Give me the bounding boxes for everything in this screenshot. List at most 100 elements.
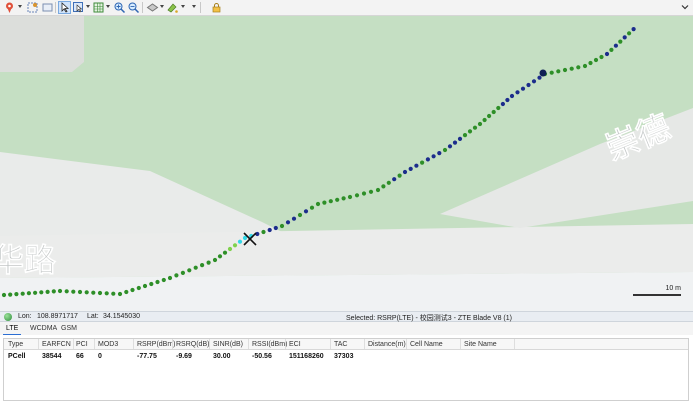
track-point[interactable] [408, 166, 413, 171]
track-point[interactable] [537, 75, 542, 80]
track-point[interactable] [397, 173, 402, 178]
track-point[interactable] [520, 86, 526, 91]
paint-dropdown-icon[interactable] [181, 5, 185, 8]
table-grid-icon[interactable] [92, 1, 105, 14]
track-point[interactable] [291, 216, 297, 221]
track-point[interactable] [142, 283, 148, 289]
track-point[interactable] [180, 270, 185, 275]
track-point[interactable] [136, 285, 141, 291]
column-header[interactable]: Type [8, 341, 24, 348]
track-point[interactable] [582, 63, 588, 69]
track-point[interactable] [386, 180, 391, 185]
track-point[interactable] [588, 60, 593, 66]
track-point[interactable] [556, 69, 561, 74]
track-point[interactable] [482, 117, 487, 123]
track-point[interactable] [627, 31, 632, 36]
track-point[interactable] [232, 243, 238, 248]
track-point[interactable] [64, 289, 69, 294]
track-point[interactable] [549, 70, 554, 75]
track-point[interactable] [77, 289, 83, 295]
track-point[interactable] [322, 200, 327, 205]
pointer-icon[interactable] [58, 1, 71, 14]
tab-lte[interactable]: LTE [6, 325, 19, 332]
column-header[interactable]: Cell Name [410, 341, 443, 348]
track-point[interactable] [509, 93, 515, 99]
selected-point-marker[interactable] [243, 232, 257, 246]
track-point[interactable] [599, 54, 604, 60]
zoom-out-icon[interactable] [127, 1, 140, 14]
track-point[interactable] [315, 201, 321, 207]
track-point[interactable] [285, 220, 291, 225]
track-point[interactable] [631, 27, 636, 32]
track-point[interactable] [39, 290, 44, 295]
track-point[interactable] [111, 291, 116, 296]
track-point[interactable] [437, 151, 442, 156]
track-point[interactable] [117, 291, 123, 297]
track-point[interactable] [174, 273, 179, 278]
track-point[interactable] [212, 257, 218, 263]
track-point[interactable] [335, 197, 340, 202]
track-point[interactable] [57, 288, 63, 294]
track-point[interactable] [477, 121, 483, 127]
track-point[interactable] [155, 279, 160, 285]
track-point[interactable] [255, 231, 260, 237]
track-point[interactable] [222, 250, 228, 255]
track-point[interactable] [618, 39, 623, 44]
track-point[interactable] [187, 268, 192, 273]
pin-tool-dropdown-icon[interactable] [18, 5, 22, 8]
track-point[interactable] [193, 265, 198, 270]
track-point[interactable] [487, 113, 492, 119]
tab-gsm[interactable]: GSM [61, 325, 77, 332]
track-point[interactable] [425, 157, 430, 162]
track-point[interactable] [442, 147, 448, 153]
track-point[interactable] [496, 105, 501, 111]
track-point[interactable] [45, 289, 50, 294]
track-point[interactable] [33, 290, 38, 295]
track-point[interactable] [515, 90, 520, 95]
track-point[interactable] [26, 291, 31, 296]
track-point[interactable] [227, 246, 233, 252]
column-header[interactable]: PCI [76, 341, 88, 348]
frame-select-icon[interactable] [26, 1, 39, 14]
track-point[interactable] [354, 193, 360, 198]
track-point[interactable] [392, 177, 397, 182]
column-header[interactable]: TAC [334, 341, 348, 348]
tab-wcdma[interactable]: WCDMA [30, 325, 58, 332]
column-header[interactable]: Site Name [464, 341, 497, 348]
track-point[interactable] [368, 189, 374, 194]
track-point[interactable] [472, 125, 478, 130]
track-marker-point[interactable] [539, 69, 547, 77]
track-point[interactable] [375, 187, 381, 193]
track-point[interactable] [161, 277, 166, 283]
track-point[interactable] [420, 160, 425, 165]
track-point[interactable] [104, 291, 109, 296]
track-point[interactable] [491, 109, 496, 115]
track-point[interactable] [457, 136, 463, 141]
track-point[interactable] [361, 191, 367, 196]
track-point[interactable] [328, 199, 333, 204]
map-canvas[interactable]: 崇德 华路 [0, 16, 693, 311]
track-point[interactable] [462, 133, 468, 138]
track-point[interactable] [130, 287, 135, 293]
track-point[interactable] [347, 194, 353, 200]
track-point[interactable] [613, 43, 619, 48]
track-point[interactable] [500, 101, 505, 107]
track-point[interactable] [505, 97, 510, 103]
track-point[interactable] [200, 263, 205, 268]
track-point[interactable] [8, 292, 13, 297]
frame-icon[interactable] [41, 1, 54, 14]
track-point[interactable] [447, 144, 453, 149]
column-header[interactable]: MOD3 [98, 341, 119, 348]
track-point[interactable] [467, 129, 473, 134]
track-point[interactable] [237, 239, 243, 244]
track-point[interactable] [51, 289, 56, 294]
column-header[interactable]: RSSI(dBm) [252, 341, 288, 348]
column-header[interactable]: Distance(m) [368, 341, 406, 348]
track-point[interactable] [206, 260, 211, 265]
track-point[interactable] [1, 292, 7, 298]
track-point[interactable] [242, 235, 248, 241]
grid-dropdown-icon[interactable] [106, 5, 110, 8]
track-point[interactable] [20, 291, 25, 296]
track-point[interactable] [562, 67, 568, 73]
paint-icon[interactable] [166, 1, 179, 14]
